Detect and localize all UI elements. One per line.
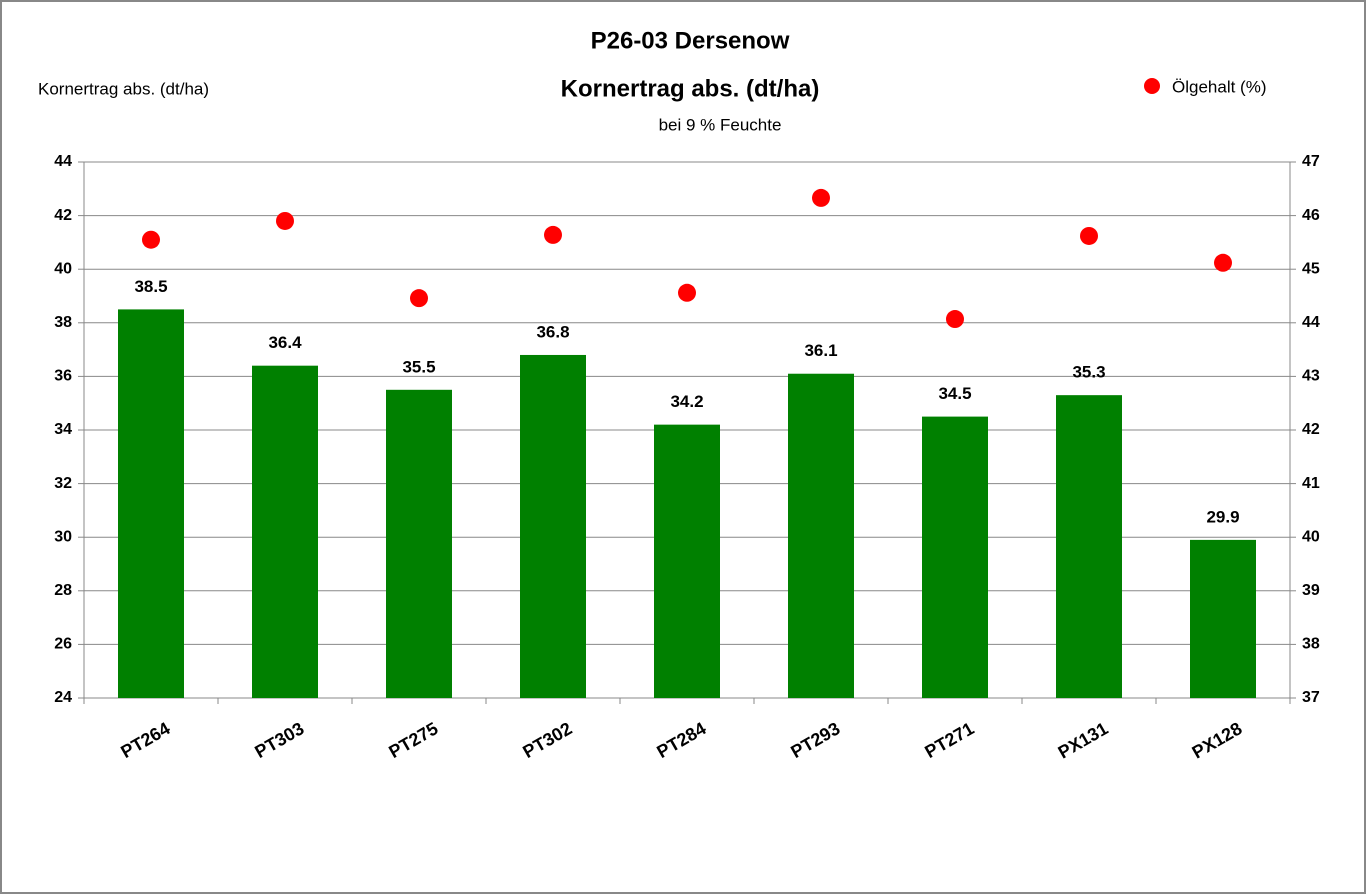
legend-label: Ölgehalt (%) <box>1172 77 1266 96</box>
dot <box>812 188 830 207</box>
y2-tick-label: 38 <box>1302 636 1320 653</box>
y2-tick-label: 43 <box>1302 368 1320 385</box>
y2-tick-label: 41 <box>1302 475 1320 492</box>
legend-marker <box>1144 78 1160 94</box>
y-tick-label: 24 <box>54 689 72 706</box>
bar <box>1056 395 1122 698</box>
dot <box>1080 226 1098 245</box>
y-tick-label: 30 <box>54 528 72 545</box>
data-label: 35.3 <box>1072 363 1105 382</box>
dot <box>678 283 696 302</box>
data-label: 29.9 <box>1206 507 1239 526</box>
data-label: 34.5 <box>938 384 971 403</box>
y-tick-label: 42 <box>54 207 72 224</box>
y-tick-label: 28 <box>54 582 72 599</box>
y2-tick-label: 37 <box>1302 689 1320 706</box>
y2-tick-label: 47 <box>1302 153 1320 170</box>
chart-title: P26-03 Dersenow <box>591 27 790 54</box>
bar <box>118 309 184 698</box>
bar <box>520 354 586 698</box>
y2-tick-label: 44 <box>1302 314 1320 331</box>
dot <box>276 211 294 230</box>
y2-tick-label: 42 <box>1302 421 1320 438</box>
data-label: 34.2 <box>670 392 703 411</box>
y-tick-label: 38 <box>54 314 72 331</box>
data-label: 38.5 <box>134 277 167 296</box>
chart-subtitle: Kornertrag abs. (dt/ha) <box>561 75 820 102</box>
data-label: 36.4 <box>268 333 302 352</box>
y2-tick-label: 40 <box>1302 528 1320 545</box>
bar <box>386 389 452 698</box>
bar <box>788 373 854 698</box>
y2-tick-label: 46 <box>1302 207 1320 224</box>
y-tick-label: 36 <box>54 368 72 385</box>
y-tick-label: 40 <box>54 260 72 277</box>
data-label: 35.5 <box>402 357 435 376</box>
bar <box>922 416 988 698</box>
dot <box>142 230 160 249</box>
y-tick-label: 26 <box>54 636 72 653</box>
y-tick-label: 44 <box>54 153 72 170</box>
bar <box>252 365 318 698</box>
y2-tick-label: 39 <box>1302 582 1320 599</box>
data-label: 36.8 <box>536 322 569 341</box>
y-tick-label: 34 <box>54 421 72 438</box>
bar <box>1190 539 1256 698</box>
bar <box>654 424 720 698</box>
y2-tick-label: 45 <box>1302 260 1320 277</box>
dot <box>1214 253 1232 272</box>
dot <box>544 225 562 244</box>
data-label: 36.1 <box>804 341 837 360</box>
dot <box>946 310 964 329</box>
chart-note: bei 9 % Feuchte <box>659 115 782 134</box>
y-axis-label: Kornertrag abs. (dt/ha) <box>38 79 209 98</box>
dot <box>410 289 428 308</box>
y-tick-label: 32 <box>54 475 72 492</box>
